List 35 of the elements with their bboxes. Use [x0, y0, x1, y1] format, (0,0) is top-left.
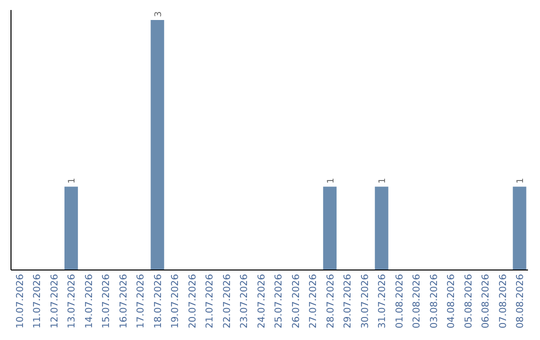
x-tick-label: 16.07.2026 — [118, 274, 130, 328]
x-tick-label: 13.07.2026 — [66, 274, 78, 328]
x-tick-label: 11.07.2026 — [32, 274, 44, 328]
x-tick-label: 25.07.2026 — [274, 274, 285, 328]
x-tick-label: 19.07.2026 — [170, 274, 182, 328]
data-label: 1 — [516, 178, 526, 184]
x-tick-label: 29.07.2026 — [342, 274, 354, 328]
x-tick-label: 22.07.2026 — [222, 274, 233, 328]
x-tick-label: 27.07.2026 — [308, 274, 320, 328]
x-tick-label: 24.07.2026 — [256, 274, 268, 328]
x-tick-label: 28.07.2026 — [325, 274, 336, 328]
x-tick-label: 17.07.2026 — [136, 274, 147, 328]
x-tick-label: 15.07.2026 — [101, 274, 112, 328]
data-label: 1 — [326, 178, 336, 184]
x-tick-label: 23.07.2026 — [239, 274, 250, 328]
x-tick-label: 07.08.2026 — [498, 274, 509, 328]
x-tick-label: 05.08.2026 — [463, 274, 474, 328]
x-tick-label: 08.08.2026 — [515, 274, 526, 328]
x-tick-label: 06.08.2026 — [480, 274, 492, 328]
x-tick-label: 02.08.2026 — [412, 274, 423, 328]
data-label: 1 — [378, 178, 388, 184]
x-tick-label: 04.08.2026 — [446, 274, 458, 328]
x-tick-label: 18.07.2026 — [152, 274, 164, 328]
x-tick-label: 10.07.2026 — [14, 274, 26, 328]
x-tick-label: 20.07.2026 — [187, 274, 198, 328]
data-label: 3 — [154, 11, 164, 17]
x-tick-label: 01.08.2026 — [394, 274, 406, 328]
x-tick-label: 31.07.2026 — [377, 274, 388, 328]
x-tick-label: 03.08.2026 — [428, 274, 440, 328]
x-tick-label: 14.07.2026 — [84, 274, 95, 328]
x-tick-label: 26.07.2026 — [290, 274, 302, 328]
x-tick-label: 30.07.2026 — [360, 274, 371, 328]
data-label: 1 — [68, 178, 78, 184]
x-tick-label: 21.07.2026 — [204, 274, 216, 328]
x-tick-label: 12.07.2026 — [49, 274, 60, 328]
